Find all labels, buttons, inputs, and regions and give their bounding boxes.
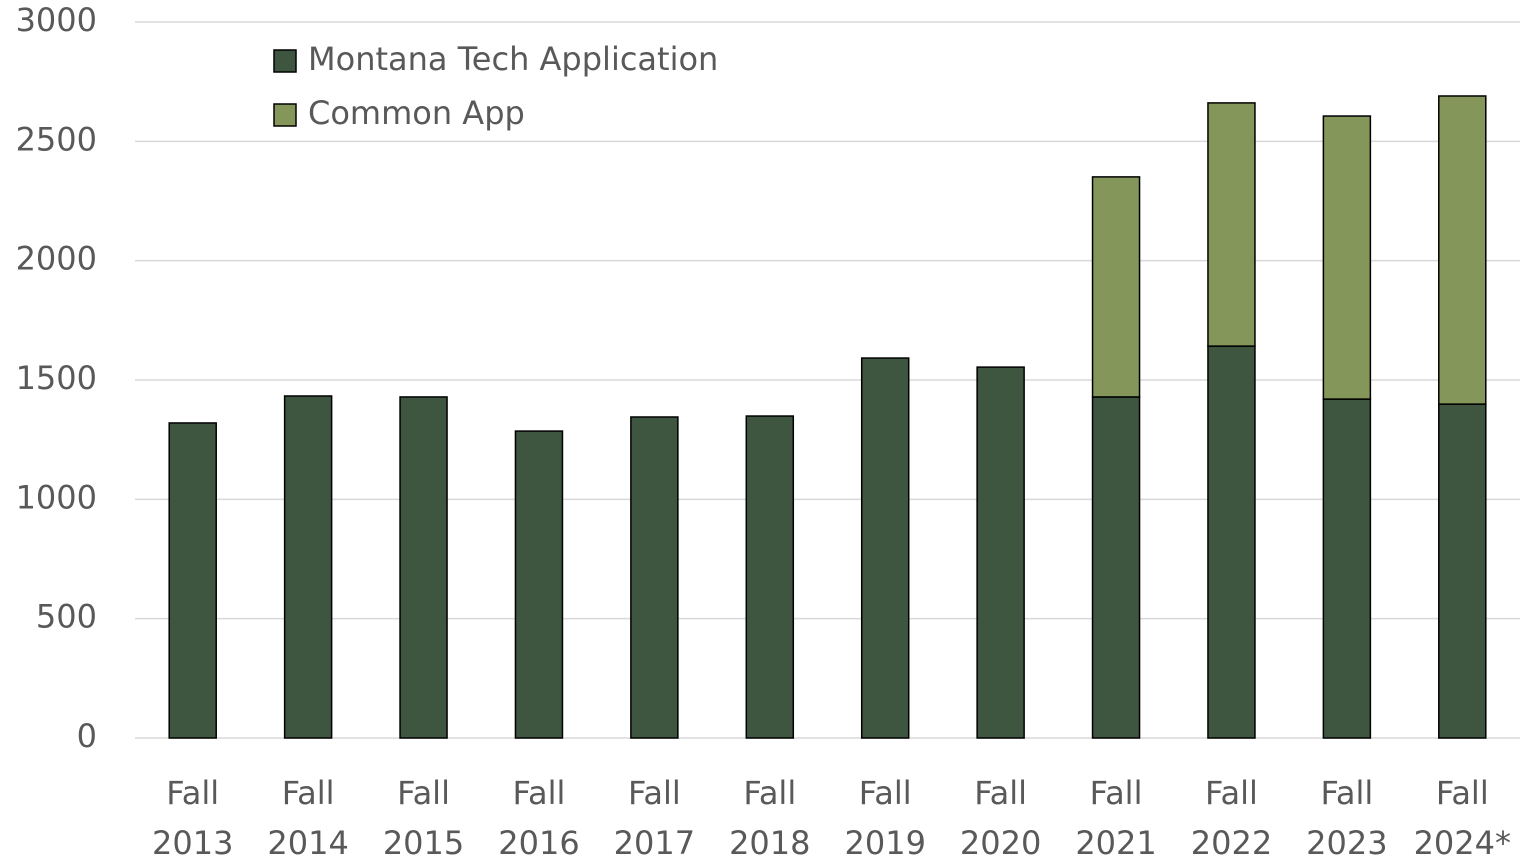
x-tick-label: Fall 2016 (498, 774, 580, 859)
y-tick-label: 2500 (16, 120, 97, 158)
bar-segment (1207, 345, 1256, 739)
y-tick-label: 3000 (16, 1, 97, 39)
bar-segment (1438, 403, 1487, 739)
bar-segment (1091, 396, 1141, 739)
x-tick-label: Fall 2024* (1413, 774, 1511, 859)
legend-label: Common App (308, 94, 525, 132)
bar-segment (1322, 398, 1372, 739)
x-tick-label: Fall 2018 (729, 774, 811, 859)
x-tick-label: Fall 2017 (613, 774, 696, 859)
bar-segment (860, 357, 910, 739)
bar-segment (1091, 176, 1141, 398)
y-tick-label: 0 (77, 717, 97, 755)
x-tick-label: Fall 2022 (1190, 774, 1273, 859)
x-tick-label: Fall 2014 (267, 774, 349, 859)
y-tick-label: 1000 (16, 478, 97, 516)
bar-segment (283, 395, 333, 739)
legend-swatch (273, 49, 297, 73)
bar-segment (514, 430, 564, 739)
y-tick-label: 2000 (16, 240, 97, 278)
bar-segment (745, 415, 795, 739)
bar-segment (630, 416, 679, 739)
bar-segment (1322, 115, 1372, 400)
legend-label: Montana Tech Application (308, 40, 718, 78)
bar-segment (976, 366, 1025, 739)
y-tick-label: 1500 (16, 359, 97, 397)
bar-segment (1207, 102, 1256, 347)
x-tick-label: Fall 2021 (1075, 774, 1157, 859)
bar-segment (1438, 95, 1487, 405)
legend-swatch (273, 103, 297, 127)
x-tick-label: Fall 2020 (959, 774, 1042, 859)
y-tick-label: 500 (36, 598, 97, 636)
bar-segment (168, 422, 217, 739)
x-tick-label: Fall 2013 (151, 774, 234, 859)
x-tick-label: Fall 2023 (1306, 774, 1388, 859)
x-tick-label: Fall 2019 (844, 774, 926, 859)
bar-segment (399, 396, 448, 739)
x-tick-label: Fall 2015 (382, 774, 465, 859)
